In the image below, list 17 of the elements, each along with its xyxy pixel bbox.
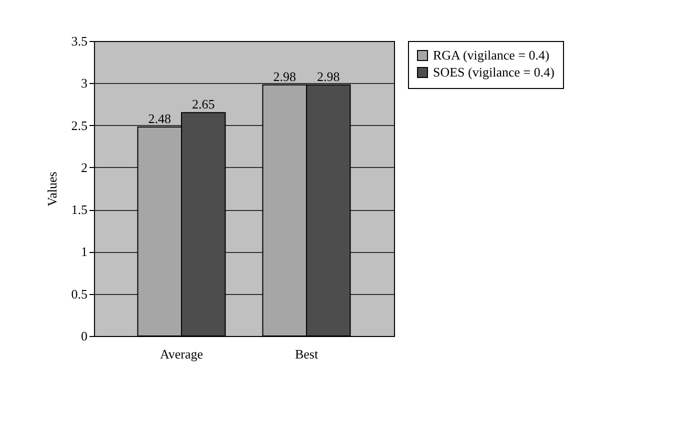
- y-tick-label: 0.5: [71, 286, 88, 302]
- y-axis-title: Values: [44, 172, 60, 206]
- y-tick-label: 1.5: [71, 202, 88, 218]
- y-tick-label: 3.5: [71, 34, 88, 48]
- y-tick-label: 2.5: [71, 118, 88, 133]
- y-tick-label: 3: [81, 76, 88, 91]
- y-tick-label: 0: [81, 328, 88, 344]
- x-tick-label: Average: [160, 346, 204, 362]
- data-label: 2.98: [317, 68, 340, 84]
- legend-label: RGA (vigilance = 0.4): [433, 48, 550, 62]
- y-tick-label: 1: [81, 244, 88, 260]
- x-tick-label: Best: [294, 346, 318, 362]
- data-label: 2.48: [148, 110, 171, 126]
- data-label: 2.65: [192, 96, 215, 112]
- data-label: 2.98: [273, 68, 296, 84]
- y-tick-label: 2: [81, 160, 88, 175]
- legend-label: SOES (vigilance = 0.4): [433, 64, 554, 80]
